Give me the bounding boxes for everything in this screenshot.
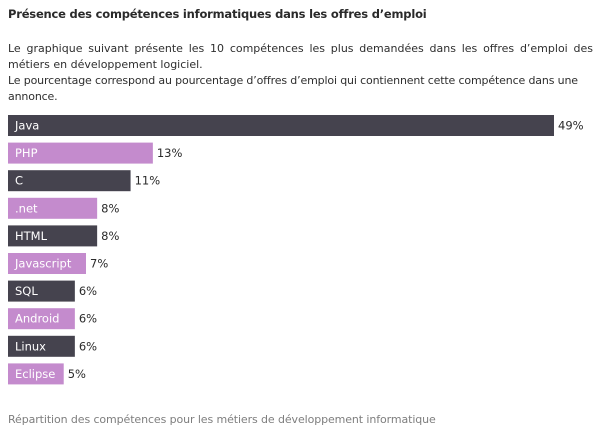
bar-value-label: 8% bbox=[101, 229, 119, 243]
bar-value-label: 8% bbox=[101, 201, 119, 215]
bar-php bbox=[8, 142, 153, 164]
bar-value-label: 13% bbox=[157, 146, 183, 160]
bar-category-label: HTML bbox=[15, 229, 48, 243]
bar-category-label: Linux bbox=[15, 339, 46, 353]
page-title: Présence des compétences informatiques d… bbox=[8, 7, 427, 21]
bar-value-label: 5% bbox=[68, 367, 86, 381]
intro-text: Le graphique suivant présente les 10 com… bbox=[8, 41, 593, 105]
bar-net bbox=[8, 197, 98, 219]
bar-category-label: C bbox=[15, 174, 23, 188]
bar-java bbox=[8, 115, 554, 136]
bar-category-label: Android bbox=[15, 312, 59, 326]
bar-linux bbox=[8, 335, 75, 357]
bar-value-label: 49% bbox=[558, 119, 584, 133]
intro-line-2: Le pourcentage correspond au pourcentage… bbox=[8, 74, 578, 103]
bar-category-label: Java bbox=[14, 119, 39, 133]
bar-category-label: Javascript bbox=[14, 257, 72, 271]
bar-category-label: SQL bbox=[15, 284, 38, 298]
bar-javascript bbox=[8, 253, 86, 274]
bar-value-label: 11% bbox=[135, 174, 161, 188]
skills-bar-chart: Java 49% PHP 13% C 11% .net 8% HTML 8% Javascript 7… bbox=[0, 114, 600, 394]
bar-category-label: .net bbox=[15, 201, 38, 215]
bar-value-label: 7% bbox=[90, 257, 108, 271]
intro-line-1: Le graphique suivant présente les 10 com… bbox=[8, 42, 593, 71]
bar-sql bbox=[8, 280, 75, 302]
bar-value-label: 6% bbox=[79, 284, 97, 298]
bar-html bbox=[8, 225, 98, 247]
bar-c bbox=[8, 170, 131, 192]
bar-value-label: 6% bbox=[79, 312, 97, 326]
bar-eclipse bbox=[8, 363, 64, 385]
bar-android bbox=[8, 308, 75, 330]
bar-value-label: 6% bbox=[79, 339, 97, 353]
bar-category-label: PHP bbox=[15, 146, 38, 160]
bar-category-label: Eclipse bbox=[15, 367, 55, 381]
chart-caption: Répartition des compétences pour les mét… bbox=[8, 413, 436, 426]
chart-svg: Java 49% PHP 13% C 11% .net 8% HTML 8% Javascript 7… bbox=[8, 115, 584, 385]
